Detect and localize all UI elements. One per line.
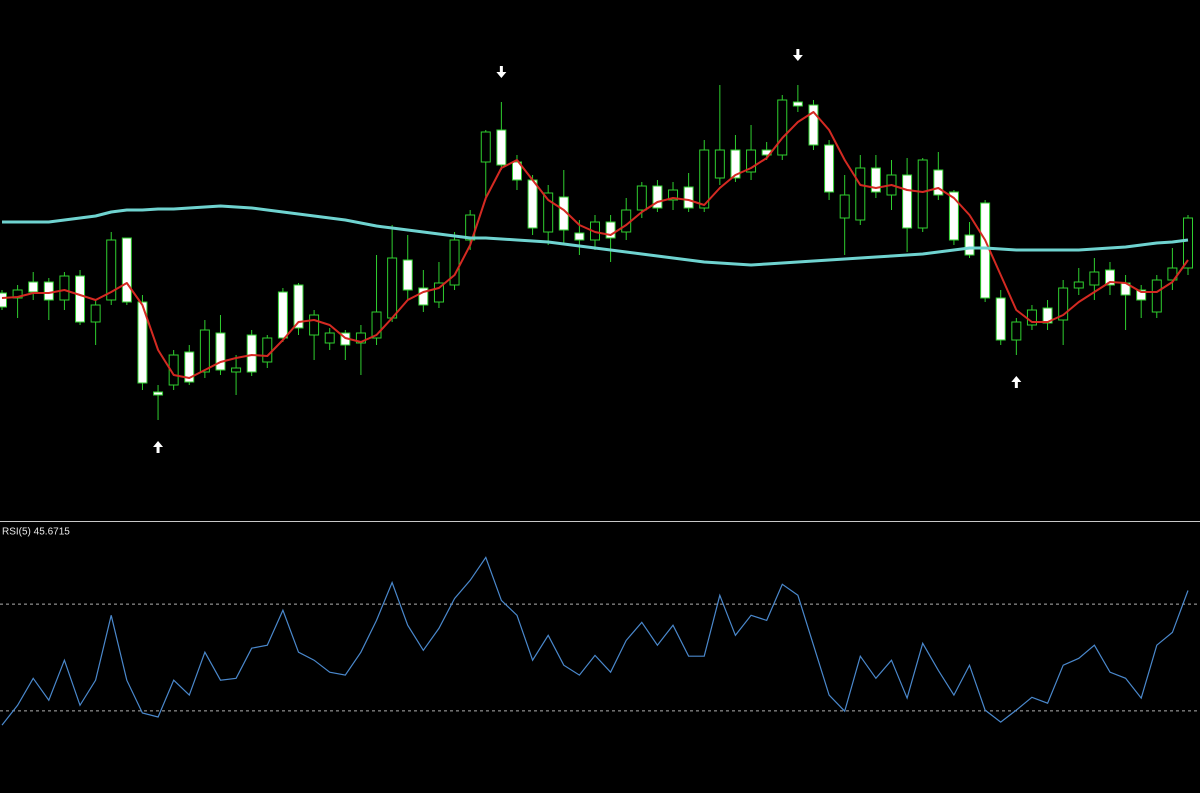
candle-body [980, 202, 991, 299]
candle-body [137, 301, 148, 384]
candle-body [933, 169, 944, 196]
candle-body [839, 194, 850, 219]
candle-body [574, 232, 585, 241]
candle-body [855, 167, 866, 221]
candle-body [668, 189, 679, 201]
candle-body [605, 221, 616, 239]
candle-body [543, 192, 554, 233]
candle-body [0, 292, 7, 308]
candle-body [75, 275, 86, 323]
candle-body [792, 101, 803, 107]
buy-arrow [1011, 376, 1022, 388]
candle-body [106, 239, 117, 301]
candle-body [387, 257, 398, 319]
candle-body [324, 332, 335, 344]
candle-body [730, 149, 741, 179]
buy-arrow [153, 441, 164, 453]
candle-body [215, 332, 226, 371]
candle-body [902, 174, 913, 229]
candle-body [948, 191, 959, 241]
candle-body [43, 281, 54, 301]
moving-average [1, 111, 1189, 379]
candle-body [465, 214, 476, 241]
candle-body [480, 131, 491, 163]
candle-body [293, 284, 304, 329]
candle-body [90, 304, 101, 323]
candle-body [995, 297, 1006, 341]
candle-body [964, 234, 975, 256]
candle-body [277, 291, 288, 339]
candle-body [1136, 289, 1147, 301]
candle-body [808, 104, 819, 146]
candle-body [1011, 321, 1022, 341]
candle-body [59, 275, 70, 301]
candle-body [449, 239, 460, 286]
candle-body [355, 332, 366, 344]
candle-body [1073, 281, 1084, 289]
candle-body [652, 185, 663, 209]
candle-body [496, 129, 507, 166]
candle-body [1151, 279, 1162, 313]
candle-body [1183, 217, 1193, 269]
sell-arrow [496, 66, 507, 78]
candle-body [199, 329, 210, 373]
candle-body [683, 186, 694, 209]
candle-body [777, 99, 788, 156]
candle-body [262, 337, 273, 363]
candle-body [246, 334, 257, 373]
candle-body [1104, 269, 1115, 286]
candle-body [184, 351, 195, 383]
candle-body [870, 167, 881, 193]
candle-body [917, 159, 928, 229]
moving-average [2, 204, 1189, 267]
candle-body [621, 209, 632, 233]
candle-body [527, 179, 538, 229]
candle-body [231, 367, 242, 373]
candle-body [433, 282, 444, 303]
candle-body [309, 314, 320, 336]
candle-body [1058, 287, 1069, 321]
candle-body [1089, 271, 1100, 286]
candle-body [28, 281, 39, 293]
indicator-line [1, 556, 1189, 726]
indicator-title: RSI(5) 45.6715 [2, 527, 70, 538]
candle-body [746, 149, 757, 173]
candle-body [402, 259, 413, 291]
candle-body [714, 149, 725, 179]
candle-body [168, 354, 179, 386]
candle-body [824, 144, 835, 193]
candle-body [153, 391, 164, 396]
candle-body [636, 185, 647, 211]
candle-body [699, 149, 710, 209]
candle-body [418, 287, 429, 306]
sell-arrow [792, 49, 803, 61]
candle-body [121, 237, 132, 303]
candle-body [371, 311, 382, 339]
candle-body [511, 161, 522, 181]
